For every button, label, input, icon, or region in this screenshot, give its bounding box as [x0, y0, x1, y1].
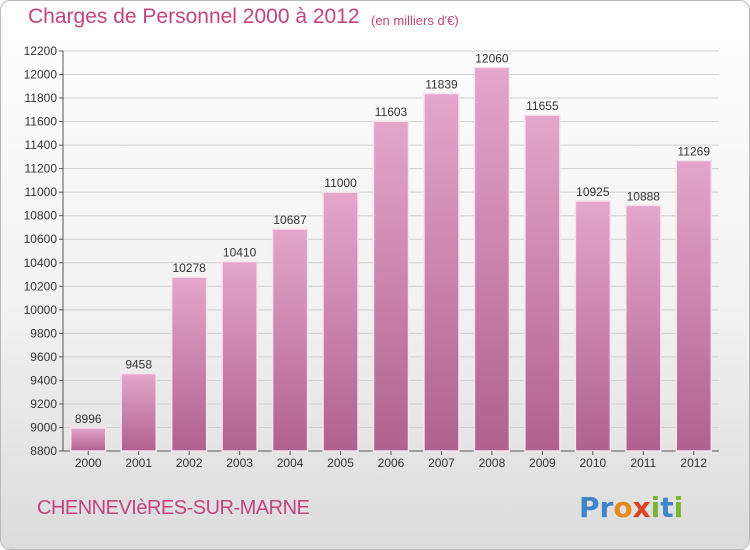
data-label: 8996 [75, 412, 102, 426]
x-tick-label: 2008 [479, 456, 506, 470]
y-tick-label: 11200 [25, 162, 58, 176]
y-tick-label: 9200 [30, 397, 57, 411]
data-label: 10410 [223, 246, 257, 260]
commune-name: CHENNEVIèRES-SUR-MARNE [37, 497, 310, 519]
data-label: 10687 [273, 213, 307, 227]
y-tick-label: 8800 [30, 444, 57, 458]
y-tick-label: 10000 [24, 303, 58, 317]
x-tick-label: 2004 [277, 456, 304, 470]
bar [372, 120, 410, 452]
bar [625, 204, 662, 452]
data-label: 10278 [172, 261, 206, 275]
x-tick-label: 2007 [428, 456, 455, 470]
data-label: 10888 [627, 189, 661, 203]
data-label: 11839 [425, 77, 458, 91]
bar [473, 66, 511, 452]
x-tick-label: 2005 [327, 456, 354, 470]
bar [524, 114, 561, 452]
y-tick-label: 11000 [25, 185, 58, 199]
bar [675, 159, 713, 452]
y-tick-label: 12200 [24, 44, 58, 58]
y-tick-label: 10600 [24, 232, 58, 246]
y-tick-label: 11400 [25, 138, 58, 152]
bar [69, 427, 107, 452]
y-tick-label: 10200 [24, 279, 58, 293]
data-label: 11269 [678, 145, 711, 159]
y-tick-label: 11600 [25, 115, 58, 129]
x-tick-label: 2001 [125, 456, 152, 470]
x-tick-label: 2002 [176, 456, 203, 470]
data-label: 11000 [324, 176, 357, 190]
y-tick-label: 9600 [30, 350, 57, 364]
bar [120, 372, 157, 452]
data-label: 9458 [125, 358, 152, 372]
x-tick-label: 2000 [75, 456, 102, 470]
bar [221, 260, 258, 452]
data-label: 10925 [576, 185, 610, 199]
x-tick-label: 2003 [226, 456, 253, 470]
proxiti-logo: Proxiti [579, 491, 684, 524]
bar [574, 200, 612, 452]
bar [322, 191, 359, 452]
bar [170, 276, 208, 452]
chart-title: Charges de Personnel 2000 à 2012 [28, 5, 360, 28]
y-tick-label: 11800 [25, 91, 58, 105]
x-tick-label: 2006 [378, 456, 405, 470]
y-tick-label: 9400 [30, 373, 57, 387]
x-tick-label: 2012 [680, 456, 707, 470]
data-label: 11603 [375, 105, 408, 119]
x-tick-label: 2011 [630, 456, 656, 470]
data-label: 11655 [526, 99, 559, 113]
bar [271, 228, 309, 452]
y-tick-label: 10400 [24, 256, 58, 270]
y-tick-label: 12000 [24, 68, 58, 82]
x-tick-label: 2009 [529, 456, 556, 470]
x-tick-label: 2010 [579, 456, 606, 470]
chart-subtitle: (en milliers d'€) [371, 13, 459, 28]
bar [423, 92, 460, 452]
y-tick-label: 9000 [30, 420, 57, 434]
data-label: 12060 [475, 51, 509, 65]
y-tick-label: 10800 [24, 209, 58, 223]
y-tick-label: 9800 [30, 326, 57, 340]
